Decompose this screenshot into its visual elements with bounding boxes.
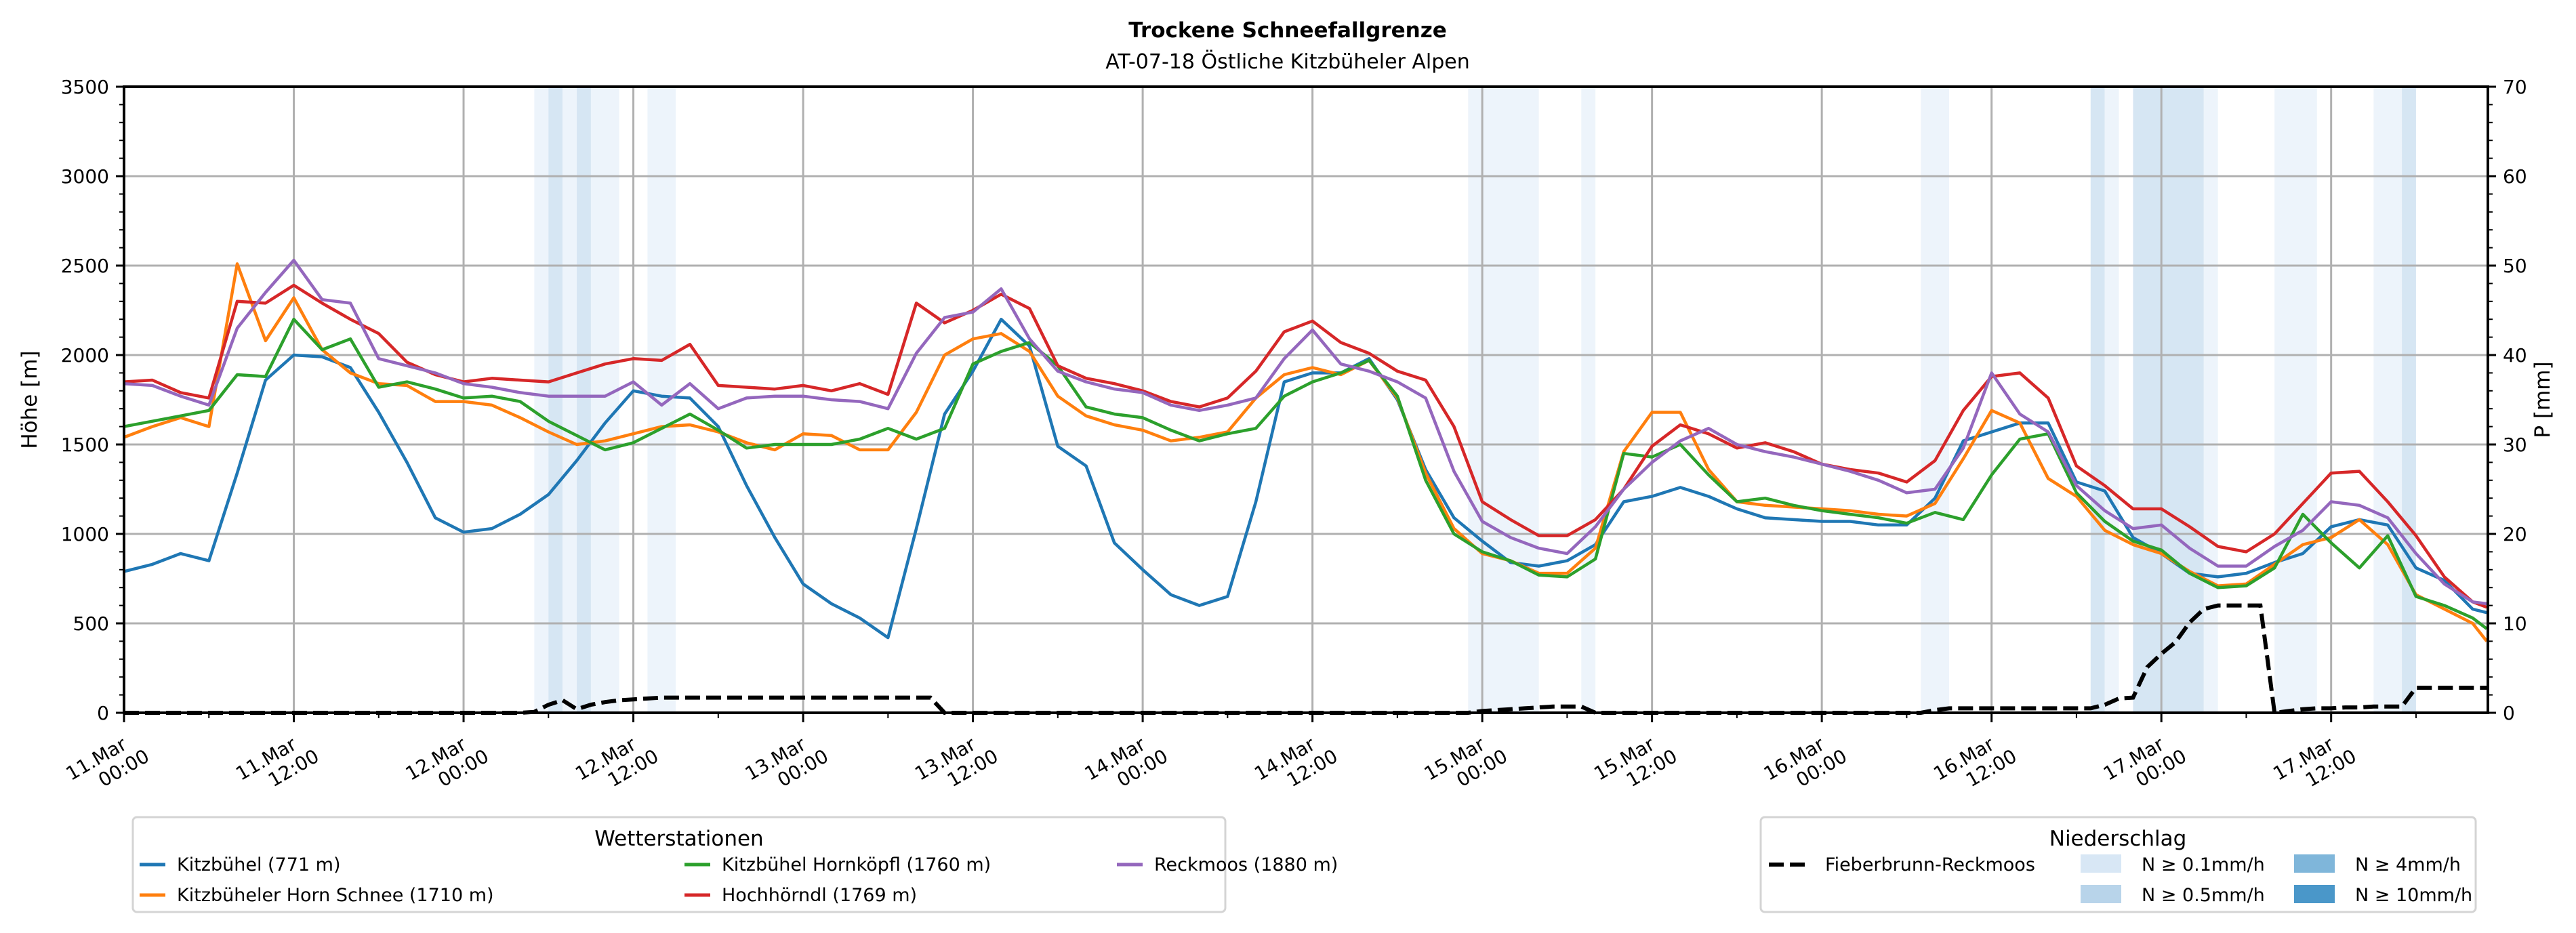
y-tick-label: 2000 <box>61 344 109 367</box>
legend-precip-swatch <box>2294 854 2335 873</box>
legend-precip-label: N ≥ 4mm/h <box>2355 854 2461 875</box>
x-tick-label: 15.Mar12:00 <box>1590 726 1681 804</box>
precip-band <box>1581 87 1596 713</box>
y2-tick-label: 50 <box>2503 255 2527 277</box>
plot-frame <box>123 85 2489 714</box>
chart-subtitle: AT-07-18 Östliche Kitzbüheler Alpen <box>1105 49 1470 74</box>
precip-band <box>647 87 676 713</box>
precip-band <box>2203 87 2218 713</box>
series-lines <box>123 258 2489 716</box>
x-tick-label: 11.Mar00:00 <box>62 726 153 804</box>
legend-precip-swatch <box>2081 854 2121 873</box>
precip-band <box>590 87 619 713</box>
chart-title: Trockene Schneefallgrenze <box>1128 18 1447 43</box>
precip-band <box>1921 87 1950 713</box>
x-tick-label: 14.Mar12:00 <box>1250 726 1341 804</box>
precip-band <box>2274 87 2317 713</box>
legend-stations: Wetterstationen Kitzbühel (771 m)Kitzbüh… <box>131 816 1338 913</box>
y2-tick-label: 60 <box>2503 165 2527 188</box>
legend-stations-title: Wetterstationen <box>594 827 763 851</box>
x-tick-label: 13.Mar00:00 <box>741 726 832 804</box>
y-tick-label: 3000 <box>61 165 109 188</box>
series-line-0 <box>123 317 2487 640</box>
legend-stations-entries: Kitzbühel (771 m) Kitzbüheler Horn Schnee… <box>140 854 1338 906</box>
series-line-1 <box>123 262 2489 642</box>
series-line-2 <box>123 317 2488 630</box>
legend-precip-swatch <box>2081 885 2121 903</box>
x-tick-label: 16.Mar00:00 <box>1760 726 1851 804</box>
x-tick-label: 16.Mar12:00 <box>1929 726 2020 804</box>
x-tick-label: 17.Mar00:00 <box>2100 726 2190 804</box>
y-tick-label: 3500 <box>61 76 109 98</box>
series-line-3 <box>123 283 2488 609</box>
legend-station-label: Kitzbüheler Horn Schnee (1710 m) <box>177 885 494 906</box>
legend-precip-label: N ≥ 10mm/h <box>2355 885 2472 906</box>
precip-band <box>534 87 549 713</box>
precip-band <box>2090 87 2105 713</box>
legend-precip-label: N ≥ 0.5mm/h <box>2142 885 2265 906</box>
legend-station-label: Kitzbühel (771 m) <box>177 854 341 875</box>
x-tick-label: 15.Mar00:00 <box>1420 726 1511 804</box>
legend-precip-swatch <box>2294 885 2335 903</box>
precip-band <box>577 87 591 713</box>
legend-precip-swatches: N ≥ 0.1mm/h N ≥ 0.5mm/h N ≥ 4mm/h N ≥ 10mm/… <box>2081 854 2472 906</box>
x-tick-label: 12.Mar12:00 <box>571 726 662 804</box>
x-tick-label: 12.Mar00:00 <box>402 726 493 804</box>
legend-precip-line-label: Fieberbrunn-Reckmoos <box>1825 854 2035 875</box>
y-tick-label: 500 <box>73 613 109 635</box>
y2-tick-label: 40 <box>2503 344 2527 367</box>
y-tick-label: 0 <box>97 702 109 724</box>
precip-band <box>2402 87 2416 713</box>
y2-tick-label: 10 <box>2503 613 2527 635</box>
precip-bands <box>534 87 2416 713</box>
x-tick-label: 11.Mar12:00 <box>232 726 323 804</box>
legend-precip-label: N ≥ 0.1mm/h <box>2142 854 2265 875</box>
precip-band <box>1468 87 1539 713</box>
x-tick-label: 17.Mar12:00 <box>2269 726 2360 804</box>
y-tick-label: 1500 <box>61 434 109 456</box>
y2-tick-label: 70 <box>2503 76 2527 98</box>
precip-band <box>548 87 563 713</box>
y2-tick-label: 30 <box>2503 434 2527 456</box>
legend-precip: Niederschlag Fieberbrunn-Reckmoos N ≥ 0.… <box>1759 816 2477 913</box>
precip-line <box>124 603 2487 716</box>
precip-band <box>2133 87 2204 713</box>
legend-station-label: Hochhörndl (1769 m) <box>722 885 917 906</box>
y-tick-label: 1000 <box>61 523 109 545</box>
precip-band <box>563 87 577 713</box>
y-tick-label: 2500 <box>61 255 109 277</box>
precip-band <box>2373 87 2403 713</box>
y2-tick-label: 0 <box>2503 702 2515 724</box>
x-tick-label: 13.Mar12:00 <box>911 726 1002 804</box>
y2-axis-label: P [mm] <box>2531 361 2555 438</box>
grid <box>124 87 2488 713</box>
legend-precip-title: Niederschlag <box>2049 827 2187 851</box>
y-axis-label: Höhe [m] <box>18 350 42 449</box>
legend-station-label: Kitzbühel Hornköpfl (1760 m) <box>722 854 991 875</box>
legend-station-label: Reckmoos (1880 m) <box>1154 854 1338 875</box>
x-tick-label: 14.Mar00:00 <box>1081 726 1172 804</box>
precip-band <box>2104 87 2119 713</box>
y2-tick-label: 20 <box>2503 523 2527 545</box>
series-line-4 <box>123 258 2487 606</box>
legend-stations-box <box>131 816 1227 913</box>
